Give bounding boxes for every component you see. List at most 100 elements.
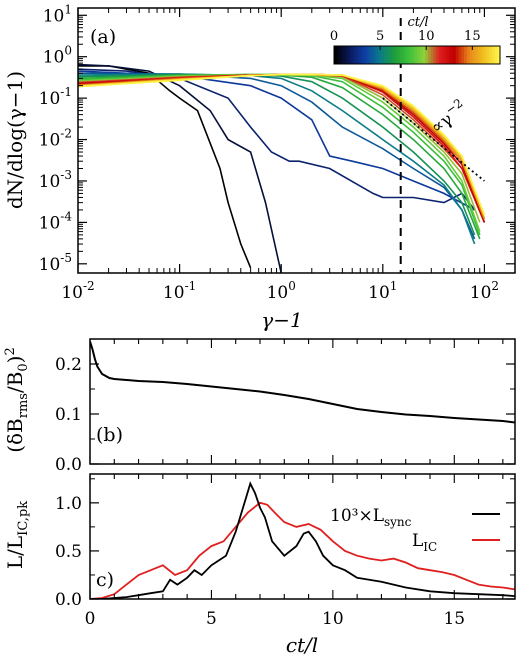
panel-c-frame <box>89 473 516 600</box>
panel-c-legend: 10³×Lsync LIC <box>330 506 500 554</box>
colorbar-segment <box>458 46 462 64</box>
colorbar-segment <box>430 46 435 64</box>
colorbar-segment <box>497 46 501 64</box>
colorbar-segment <box>494 46 498 64</box>
panel-b-label: (b) <box>96 424 123 446</box>
colorbar-segment <box>483 46 487 64</box>
colorbar-segment <box>444 46 449 64</box>
colorbar-segment <box>347 46 352 64</box>
spectrum-line <box>78 72 476 240</box>
colorbar-segment <box>436 46 440 64</box>
spectrum-line <box>78 63 282 273</box>
y-tick-label: 10-4 <box>39 209 73 233</box>
colorbar-segment <box>389 46 393 64</box>
colorbar-segment <box>419 46 424 64</box>
colorbar-segment <box>356 46 360 64</box>
colorbar-segment <box>350 46 354 64</box>
colorbar-segment <box>447 46 451 64</box>
colorbar-segment <box>414 46 418 64</box>
spectrum-line <box>78 68 476 211</box>
colorbar-segment <box>439 46 443 64</box>
colorbar-tick-label: 15 <box>464 29 481 44</box>
y-tick-label: 100 <box>43 44 72 68</box>
colorbar-segment <box>472 46 476 64</box>
colorbar-tick-label: 5 <box>376 29 384 44</box>
spectrum-line <box>78 73 476 245</box>
colorbar-segment <box>364 46 368 64</box>
colorbar-segment <box>334 46 338 64</box>
colorbar-title: ct/l <box>407 15 428 30</box>
colorbar-segment <box>345 46 349 64</box>
colorbar-segment <box>403 46 407 64</box>
panel-a-colorbar: 0 5 10 15 ct/l <box>330 15 501 65</box>
x-tick-label: 15 <box>443 609 465 629</box>
colorbar-segment <box>422 46 426 64</box>
panel-c-label: c) <box>96 569 114 591</box>
x-tick-label: 5 <box>206 609 217 629</box>
colorbar-segment <box>425 46 429 64</box>
panel-a-xlabel: γ−1 <box>261 308 302 332</box>
x-tick-label: 102 <box>470 279 499 303</box>
colorbar-segment <box>475 46 479 64</box>
colorbar-tick-label: 10 <box>418 29 435 44</box>
colorbar-segment <box>486 46 490 64</box>
x-tick-label: 101 <box>368 279 397 303</box>
panel-c-xlabel: ct/l <box>286 633 318 657</box>
y-tick-label: 0.5 <box>55 542 82 562</box>
colorbar-segment <box>405 46 410 64</box>
colorbar-segment <box>488 46 493 64</box>
panel-a-label: (a) <box>90 26 116 48</box>
y-tick-label: 0.0 <box>55 455 82 475</box>
spectrum-line <box>78 73 486 220</box>
luminosity-line <box>90 481 515 599</box>
legend-ic-label: LIC <box>412 531 437 554</box>
colorbar-segment <box>491 46 496 64</box>
y-tick-label: 1.0 <box>55 494 82 514</box>
colorbar-tick-label: 0 <box>330 29 338 44</box>
y-tick-label: 10-1 <box>39 85 72 109</box>
panel-a-spectra: ∝γ−2 10-2 10-1 100 101 10210-510-410-310-210… <box>3 2 516 332</box>
colorbar-segment <box>469 46 473 64</box>
panel-c-ticks: 0.0 0.5 1.0 0 5 10 15 <box>55 474 515 629</box>
panel-c-luminosity-lines <box>90 481 515 599</box>
panel-a-slope-guide <box>382 97 485 182</box>
panel-a-frame <box>77 7 516 274</box>
panel-a-ylabel: dN/dlog(γ−1) <box>3 71 27 209</box>
x-tick-label: 10-1 <box>163 279 196 303</box>
x-tick-label: 10-2 <box>61 279 94 303</box>
panel-c-ylabel: L/LIC,pk <box>3 501 31 569</box>
y-tick-label: 10-3 <box>39 168 72 192</box>
panel-b-field-line <box>90 341 515 424</box>
panel-b-ticks: 0.0 0.1 0.2 <box>55 339 515 475</box>
colorbar-segment <box>361 46 366 64</box>
colorbar-segment <box>428 46 432 64</box>
colorbar-segment <box>353 46 357 64</box>
colorbar-segment <box>417 46 421 64</box>
y-tick-label: 10-2 <box>39 127 72 151</box>
y-tick-label: 0.0 <box>55 590 82 610</box>
x-tick-label: 0 <box>85 609 96 629</box>
colorbar-segment <box>455 46 460 64</box>
colorbar-segment <box>375 46 379 64</box>
colorbar-segment <box>464 46 468 64</box>
colorbar-segment <box>480 46 484 64</box>
spectrum-line <box>78 70 475 211</box>
colorbar-segment <box>381 46 385 64</box>
panel-b-ylabel: (δBrms/B0)2 <box>3 347 31 453</box>
colorbar-segment <box>378 46 382 64</box>
x-tick-label: 100 <box>267 279 296 303</box>
colorbar-segment <box>452 46 457 64</box>
colorbar-segment <box>367 46 371 64</box>
spectrum-line <box>78 73 486 216</box>
colorbar-segment <box>466 46 471 64</box>
colorbar-segment <box>392 46 396 64</box>
colorbar-segment <box>400 46 404 64</box>
y-tick-label: 0.2 <box>55 355 82 375</box>
panel-b-field: 0.0 0.1 0.2 (b) (δBrms/B0)2 <box>3 338 516 475</box>
colorbar-segment <box>441 46 446 64</box>
colorbar-segment <box>433 46 437 64</box>
spectrum-line <box>78 73 486 216</box>
colorbar-segment <box>369 46 374 64</box>
colorbar-segment <box>477 46 482 64</box>
